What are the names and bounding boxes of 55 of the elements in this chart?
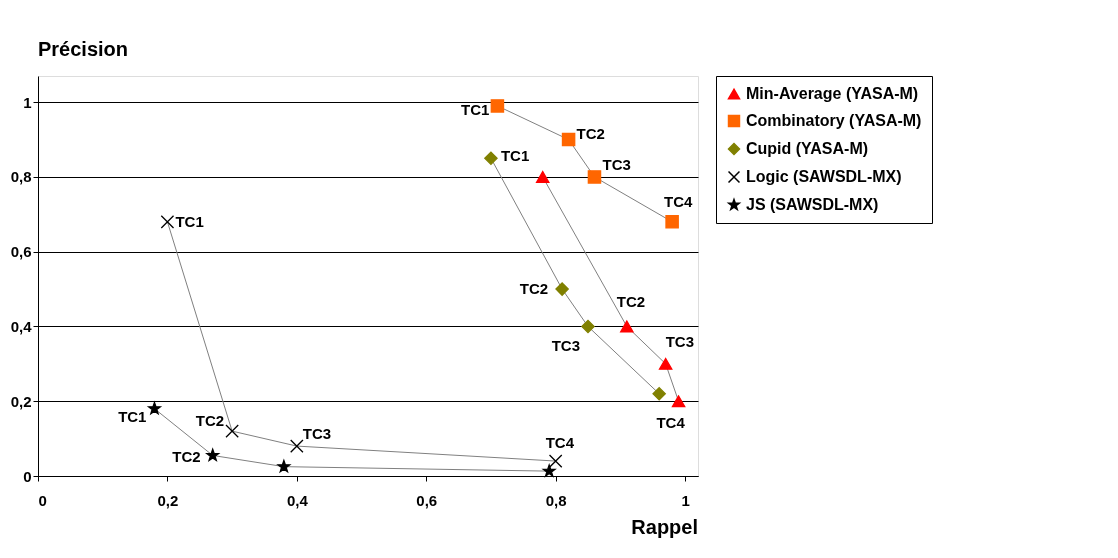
annotation: TC1 bbox=[461, 100, 490, 118]
x-tick-label: 0 bbox=[38, 491, 47, 509]
annotation: TC2 bbox=[616, 293, 646, 311]
point bbox=[548, 454, 563, 468]
legend-label: JS (SAWSDL-MX) bbox=[746, 196, 879, 213]
point bbox=[665, 215, 679, 229]
annotation: TC2 bbox=[519, 280, 549, 298]
annotation: TC3 bbox=[602, 155, 631, 173]
point bbox=[290, 439, 304, 453]
point bbox=[671, 395, 686, 408]
legend-label: Min-Average (YASA-M) bbox=[746, 85, 919, 102]
annotation: TC4 bbox=[656, 414, 686, 432]
point bbox=[555, 282, 569, 296]
y-tick-label: 0 bbox=[23, 467, 32, 485]
legend-label: Cupid (YASA-M) bbox=[746, 140, 869, 157]
point bbox=[206, 448, 220, 462]
annotation: TC3 bbox=[551, 337, 580, 355]
point bbox=[277, 459, 291, 473]
x-tick-label: 0,4 bbox=[286, 491, 309, 509]
point bbox=[542, 464, 556, 477]
x-tick-label: 0,6 bbox=[416, 491, 438, 509]
annotation: TC3 bbox=[302, 425, 332, 443]
point bbox=[148, 401, 161, 415]
point bbox=[225, 424, 239, 438]
x-tick-label: 0,2 bbox=[157, 491, 179, 509]
point bbox=[587, 170, 602, 184]
y-tick-label: 0,8 bbox=[10, 168, 32, 186]
y-axis-title: Précision bbox=[38, 38, 129, 60]
annotation: TC4 bbox=[545, 434, 575, 452]
y-tick-label: 0,4 bbox=[10, 317, 33, 335]
point bbox=[160, 215, 175, 229]
x-tick-label: 1 bbox=[681, 491, 690, 509]
point bbox=[561, 132, 576, 147]
point bbox=[581, 319, 595, 334]
y-tick-label: 0,2 bbox=[10, 392, 32, 410]
annotation: TC2 bbox=[576, 124, 605, 142]
y-tick-label: 1 bbox=[23, 93, 32, 111]
point bbox=[535, 170, 550, 183]
annotation: TC1 bbox=[175, 212, 204, 230]
legend-label: Logic (SAWSDL-MX) bbox=[746, 168, 902, 185]
point bbox=[658, 357, 673, 370]
x-axis-title: Rappel bbox=[631, 516, 698, 538]
point bbox=[620, 320, 634, 333]
x-tick-label: 0,8 bbox=[545, 491, 567, 509]
point bbox=[490, 99, 505, 113]
y-tick-label: 0,6 bbox=[10, 243, 32, 261]
annotation: TC4 bbox=[664, 192, 694, 210]
annotation: TC1 bbox=[500, 147, 530, 165]
legend-label: Combinatory (YASA-M) bbox=[746, 112, 922, 129]
annotation: TC2 bbox=[172, 448, 201, 466]
annotation: TC2 bbox=[195, 412, 225, 430]
annotation: TC3 bbox=[665, 332, 694, 350]
annotation: TC1 bbox=[118, 407, 147, 425]
point bbox=[652, 386, 666, 401]
point bbox=[484, 151, 498, 166]
